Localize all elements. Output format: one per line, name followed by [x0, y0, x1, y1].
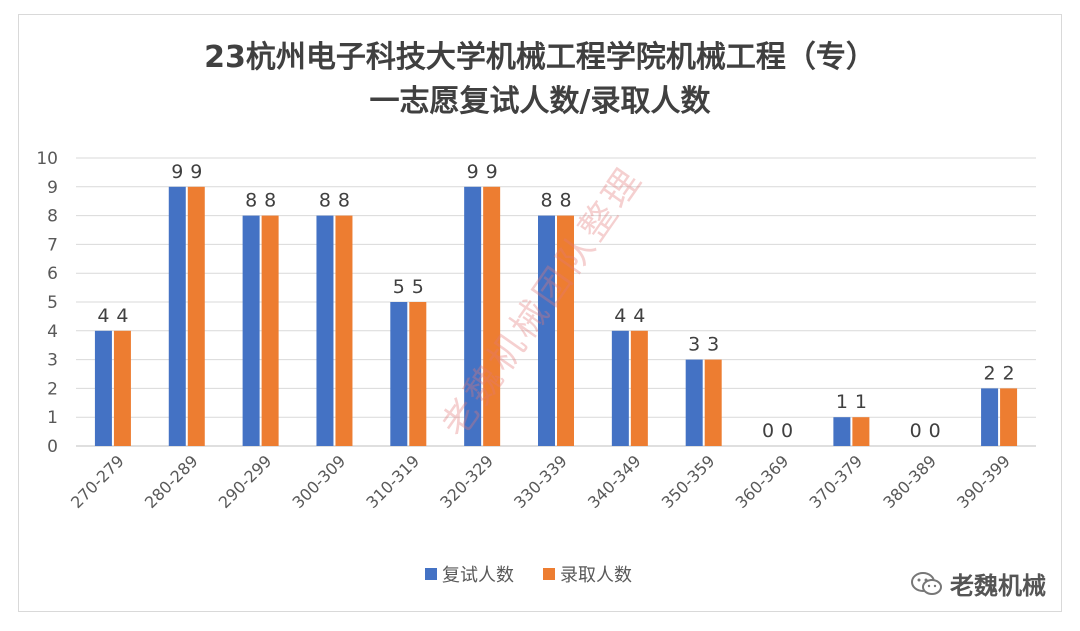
data-label: 8	[319, 190, 331, 212]
data-label: 2	[1003, 362, 1015, 384]
y-tick-label: 7	[47, 235, 58, 255]
legend-swatch-admitted	[543, 568, 555, 580]
bar-admitted	[187, 186, 205, 447]
bar-admitted	[335, 215, 353, 446]
bar-admitted	[113, 330, 131, 446]
bar-admitted	[1000, 388, 1018, 446]
data-label: 8	[540, 190, 552, 212]
legend-label: 录取人数	[560, 565, 632, 586]
legend-swatch-retest	[425, 568, 437, 580]
data-label: 0	[781, 420, 793, 442]
data-label: 4	[116, 305, 128, 327]
x-tick-label: 380-389	[879, 451, 940, 512]
y-tick-label: 1	[47, 408, 58, 428]
bar-admitted	[483, 186, 501, 447]
y-tick-label: 0	[47, 437, 58, 457]
bar-admitted	[630, 330, 648, 446]
bar-retest	[464, 186, 482, 447]
bar-retest	[316, 215, 334, 446]
x-tick-label: 280-289	[141, 451, 202, 512]
bar-retest	[94, 330, 112, 446]
data-label: 2	[984, 362, 996, 384]
y-axis-ticks: 0 1 2 3 4 5 6 7 8 9 10	[36, 149, 58, 457]
y-tick-label: 5	[47, 293, 58, 313]
bar-retest	[685, 359, 703, 446]
y-tick-label: 8	[47, 207, 58, 227]
data-labels: 4 49 98 8 8 85 59 98 84 43 30 01 10 02 2	[97, 161, 1014, 442]
data-label: 1	[855, 391, 867, 413]
source-badge: 老魏机械	[910, 566, 1046, 601]
bar-admitted	[261, 215, 279, 446]
x-tick-label: 290-299	[215, 451, 276, 512]
bars	[94, 186, 1018, 447]
y-tick-label: 10	[36, 149, 58, 169]
bar-retest	[168, 186, 186, 447]
x-tick-label: 350-359	[658, 451, 719, 512]
data-label: 8	[245, 190, 257, 212]
data-label: 3	[688, 334, 700, 356]
data-label: 0	[910, 420, 922, 442]
legend: 复试人数 录取人数	[425, 565, 632, 586]
x-tick-label: 370-379	[806, 451, 867, 512]
x-tick-label: 340-349	[584, 451, 645, 512]
x-tick-label: 270-279	[67, 451, 128, 512]
x-tick-label: 320-329	[436, 451, 497, 512]
bar-retest	[242, 215, 260, 446]
wechat-icon	[910, 571, 944, 597]
gridlines	[76, 157, 1036, 447]
data-label: 8	[264, 190, 276, 212]
data-label: 9	[171, 161, 183, 183]
data-label: 4	[633, 305, 645, 327]
x-tick-label: 390-399	[953, 451, 1014, 512]
x-tick-label: 300-309	[289, 451, 350, 512]
bar-admitted	[409, 302, 427, 446]
legend-label: 复试人数	[442, 565, 514, 586]
data-label: 9	[467, 161, 479, 183]
data-label: 9	[190, 161, 202, 183]
data-label: 4	[614, 305, 626, 327]
badge-text: 老魏机械	[950, 572, 1046, 600]
data-label: 8	[338, 190, 350, 212]
chart-title: 23杭州电子科技大学机械工程学院机械工程（专） 一志愿复试人数/录取人数	[0, 36, 1080, 124]
x-tick-label: 310-319	[362, 451, 423, 512]
x-axis-ticks: 270-279 280-289 290-299 300-309 310-319 320-3…	[67, 451, 1014, 512]
data-label: 0	[762, 420, 774, 442]
data-label: 5	[393, 276, 405, 298]
y-tick-label: 6	[47, 264, 58, 284]
y-tick-label: 2	[47, 379, 58, 399]
bar-admitted	[852, 417, 870, 446]
data-label: 5	[412, 276, 424, 298]
data-label: 0	[929, 420, 941, 442]
y-tick-label: 4	[47, 322, 58, 342]
bar-admitted	[704, 359, 722, 446]
bar-retest	[538, 215, 555, 446]
x-tick-label: 360-369	[732, 451, 793, 512]
bar-retest	[833, 417, 851, 446]
y-tick-label: 3	[47, 351, 58, 371]
bar-admitted	[557, 215, 574, 446]
bar-retest	[981, 388, 999, 446]
data-label: 3	[707, 334, 719, 356]
bar-retest	[390, 302, 408, 446]
data-label: 8	[559, 190, 571, 212]
data-label: 1	[836, 391, 848, 413]
y-tick-label: 9	[47, 178, 58, 198]
data-label: 4	[97, 305, 109, 327]
chart-title-line1: 23杭州电子科技大学机械工程学院机械工程（专）	[204, 40, 876, 75]
bar-retest	[611, 330, 629, 446]
data-label: 9	[486, 161, 498, 183]
chart-title-line2: 一志愿复试人数/录取人数	[369, 84, 711, 119]
x-tick-label: 330-339	[510, 451, 571, 512]
